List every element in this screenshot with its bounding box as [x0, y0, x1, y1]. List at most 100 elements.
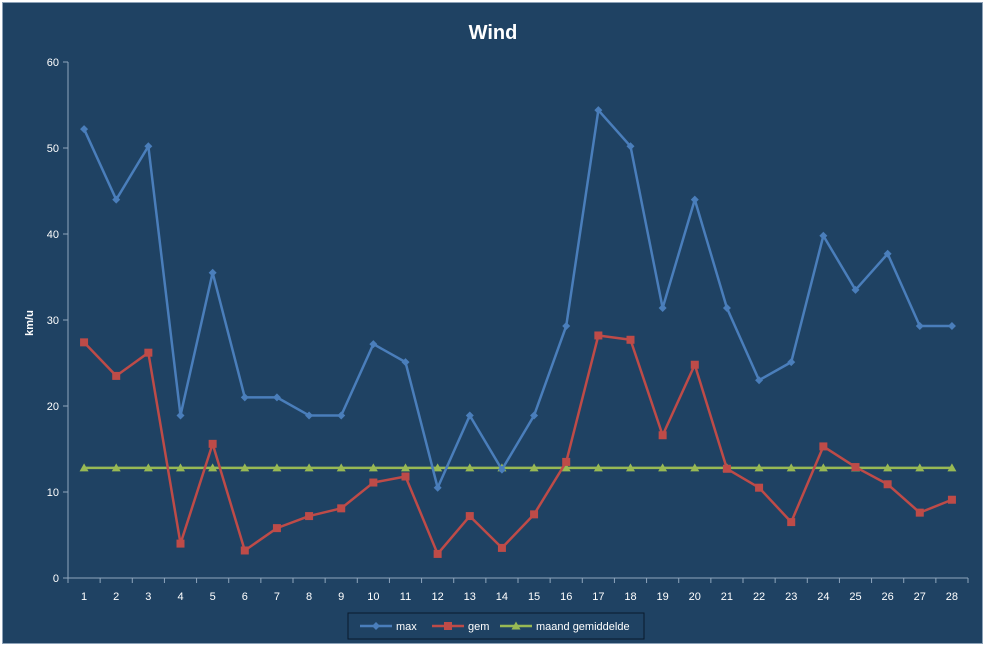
x-tick-label: 13 [464, 591, 476, 603]
data-point [337, 504, 346, 513]
data-point [337, 411, 346, 420]
data-point [401, 463, 410, 472]
legend: max gem maand gemiddelde [347, 612, 645, 640]
x-tick-label: 17 [592, 591, 604, 603]
x-tick-label: 25 [849, 591, 861, 603]
data-point [626, 142, 635, 151]
data-point [626, 335, 635, 344]
data-point [144, 142, 153, 151]
y-tick-label: 20 [47, 401, 59, 413]
data-point [851, 285, 860, 294]
data-point [658, 463, 668, 472]
x-tick-label: 1 [81, 591, 87, 603]
data-point [818, 463, 828, 472]
data-point [208, 268, 217, 277]
x-tick-label: 22 [753, 591, 765, 603]
data-point [690, 360, 699, 369]
x-tick-label: 6 [242, 591, 248, 603]
x-tick-label: 21 [721, 591, 733, 603]
x-tick-label: 24 [817, 591, 829, 603]
data-point [947, 322, 956, 331]
data-point [658, 431, 667, 440]
data-point [208, 463, 218, 472]
data-point [883, 249, 892, 258]
data-point [305, 411, 314, 420]
data-point [819, 231, 828, 240]
data-point [754, 463, 764, 472]
data-point [240, 393, 249, 402]
legend-swatch-marker [372, 622, 380, 630]
series-gem [80, 331, 956, 558]
data-point [433, 463, 443, 472]
x-tick-label: 20 [689, 591, 701, 603]
x-tick-label: 28 [946, 591, 958, 603]
data-point [690, 463, 700, 472]
x-tick-label: 2 [113, 591, 119, 603]
legend-box [347, 612, 645, 640]
data-point [240, 463, 250, 472]
data-point [915, 508, 924, 517]
x-tick-label: 23 [785, 591, 797, 603]
data-point [883, 480, 892, 489]
data-point [272, 463, 282, 472]
series-line [82, 108, 952, 489]
data-point [112, 195, 121, 204]
series-max [80, 106, 956, 492]
data-point [143, 463, 153, 472]
data-point [336, 463, 346, 472]
data-point [497, 543, 506, 552]
data-point [111, 463, 121, 472]
data-point [144, 348, 153, 357]
data-point [176, 539, 185, 548]
data-point [433, 483, 442, 492]
data-point [755, 483, 764, 492]
x-tick-label: 5 [210, 591, 216, 603]
data-point [497, 465, 506, 474]
data-point [594, 331, 603, 340]
data-point [369, 340, 378, 349]
data-point [369, 478, 378, 487]
data-point [208, 439, 217, 448]
data-point [755, 376, 764, 385]
y-tick-label: 40 [47, 229, 59, 241]
data-point [529, 463, 539, 472]
data-point [465, 463, 475, 472]
x-tick-label: 7 [274, 591, 280, 603]
data-point [305, 512, 314, 521]
y-axis-label: km/u [24, 310, 36, 336]
data-point [368, 463, 378, 472]
data-point [658, 303, 667, 312]
legend-item: maand gemiddelde [500, 621, 630, 633]
legend-label: max [396, 621, 417, 633]
x-tick-label: 4 [177, 591, 183, 603]
y-tick-label: 30 [47, 315, 59, 327]
legend-swatch-marker [444, 622, 452, 630]
data-point [401, 472, 410, 481]
data-point [112, 371, 121, 380]
x-tick-label: 10 [367, 591, 379, 603]
legend-label: maand gemiddelde [536, 621, 630, 633]
x-tick-label: 9 [338, 591, 344, 603]
data-point [883, 463, 893, 472]
data-point [722, 464, 731, 473]
data-point [176, 463, 185, 472]
data-point [176, 411, 185, 420]
data-point [947, 463, 957, 472]
data-point [787, 518, 796, 527]
legend-swatch-marker [511, 621, 521, 630]
data-point [530, 510, 539, 519]
data-point [851, 463, 860, 472]
data-point [690, 195, 699, 204]
x-tick-label: 8 [306, 591, 312, 603]
data-point [561, 463, 571, 472]
data-point [465, 411, 474, 420]
data-point [594, 106, 603, 115]
data-point [272, 393, 281, 402]
legend-item: gem [432, 621, 489, 633]
data-point [272, 524, 281, 533]
x-tick-label: 12 [432, 591, 444, 603]
data-point [947, 495, 956, 504]
data-point [819, 442, 828, 451]
y-tick-label: 10 [47, 487, 59, 499]
